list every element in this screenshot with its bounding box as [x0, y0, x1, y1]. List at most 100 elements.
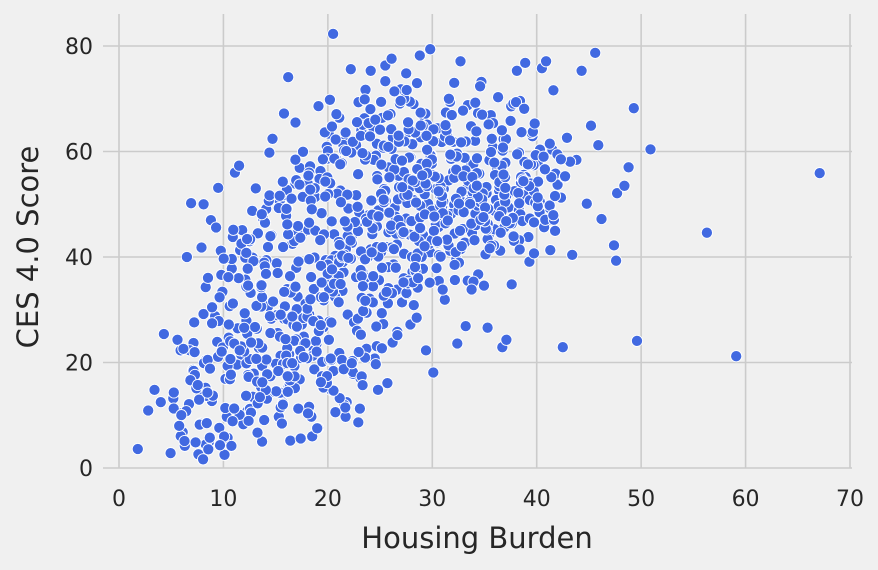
scatter-point	[419, 344, 433, 357]
scatter-point	[453, 224, 467, 237]
scatter-point	[427, 224, 440, 237]
scatter-point	[410, 196, 423, 209]
scatter-point	[441, 214, 454, 227]
scatter-point	[611, 187, 624, 200]
x-tick-label: 40	[523, 487, 551, 512]
scatter-point	[352, 345, 365, 359]
scatter-point	[700, 226, 713, 239]
scatter-point	[456, 104, 470, 117]
scatter-point	[325, 316, 338, 329]
scatter-point	[556, 341, 569, 354]
scatter-point	[477, 279, 491, 292]
y-tick-label: 80	[65, 35, 93, 60]
scatter-point	[400, 83, 413, 97]
scatter-point	[538, 163, 551, 176]
scatter-point	[559, 170, 572, 183]
scatter-point	[283, 270, 297, 283]
scatter-point	[251, 426, 264, 439]
scatter-point	[197, 307, 210, 321]
x-axis-label: Housing Burden	[361, 521, 592, 555]
scatter-point	[369, 113, 382, 126]
scatter-point	[206, 317, 219, 330]
scatter-point	[371, 173, 384, 186]
scatter-point	[210, 221, 223, 234]
scatter-point	[356, 379, 369, 392]
scatter-point	[233, 344, 246, 357]
scatter-point	[278, 285, 291, 298]
scatter-point	[240, 389, 253, 402]
scatter-point	[454, 55, 467, 68]
scatter-point	[618, 179, 631, 192]
scatter-point	[364, 64, 377, 77]
scatter-point	[267, 295, 280, 308]
scatter-point	[325, 215, 338, 228]
scatter-point	[430, 262, 443, 275]
scatter-point	[329, 406, 342, 419]
scatter-point	[334, 158, 347, 171]
scatter-point	[255, 279, 268, 292]
scatter-point	[369, 358, 382, 371]
scatter-point	[245, 336, 258, 349]
scatter-point	[292, 402, 305, 415]
scatter-point	[305, 203, 318, 216]
scatter-point	[286, 310, 299, 323]
scatter-point	[308, 363, 321, 376]
scatter-point	[334, 196, 347, 209]
scatter-point	[545, 171, 558, 184]
scatter-point	[451, 337, 464, 350]
scatter-point	[414, 106, 427, 119]
scatter-point	[365, 194, 378, 207]
scatter-point	[215, 345, 228, 358]
scatter-point	[381, 109, 394, 122]
scatter-point	[226, 415, 239, 428]
scatter-point	[423, 276, 436, 289]
scatter-point	[408, 260, 422, 274]
scatter-point	[627, 102, 640, 115]
scatter-point	[178, 434, 191, 448]
scatter-point	[436, 283, 449, 296]
scatter-point	[250, 352, 263, 365]
scatter-point	[407, 299, 420, 312]
scatter-point	[339, 126, 352, 139]
scatter-point	[285, 192, 298, 205]
scatter-point	[452, 197, 466, 210]
scatter-point	[364, 103, 377, 116]
scatter-point	[358, 93, 371, 106]
scatter-point	[131, 442, 144, 456]
scatter-point	[380, 285, 393, 298]
scatter-point	[212, 181, 225, 194]
scatter-point	[448, 273, 461, 287]
x-tick-label: 50	[627, 487, 655, 512]
scatter-point	[296, 145, 310, 158]
scatter-point	[630, 334, 644, 347]
scatter-point	[148, 383, 161, 396]
scatter-point	[511, 148, 524, 161]
scatter-point	[249, 182, 262, 195]
scatter-point	[266, 132, 279, 145]
scatter-point	[547, 84, 560, 97]
scatter-point	[222, 271, 235, 284]
scatter-point	[217, 252, 230, 265]
y-tick-label: 0	[79, 457, 93, 482]
scatter-point	[277, 240, 290, 254]
scatter-point	[492, 91, 505, 104]
scatter-point	[317, 291, 330, 304]
scatter-point	[442, 92, 455, 105]
scatter-point	[494, 226, 507, 239]
scatter-point	[325, 263, 339, 276]
scatter-point	[329, 133, 342, 146]
scatter-point	[289, 280, 302, 293]
scatter-point	[203, 431, 216, 444]
scatter-point	[319, 175, 332, 188]
scatter-point	[263, 189, 276, 202]
scatter-point	[610, 254, 623, 267]
scatter-point	[164, 447, 177, 460]
scatter-point	[465, 283, 478, 296]
scatter-point	[248, 320, 262, 334]
scatter-point	[495, 124, 508, 137]
scatter-point	[622, 161, 635, 174]
scatter-point	[488, 156, 501, 169]
scatter-point	[543, 137, 556, 150]
scatter-point	[513, 243, 526, 256]
scatter-point	[438, 293, 451, 306]
